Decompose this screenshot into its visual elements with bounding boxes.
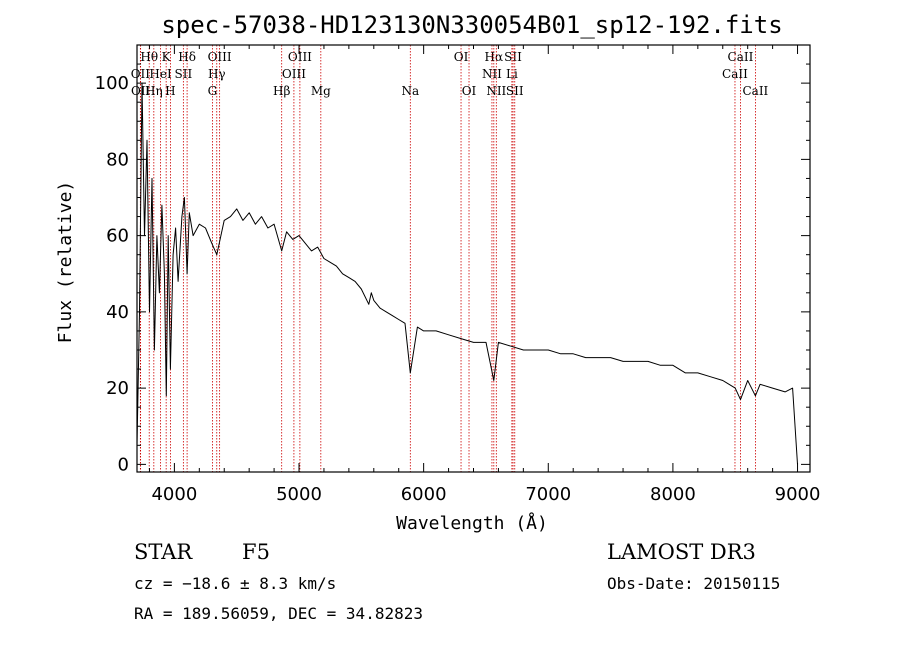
x-tick-label: 6000 (401, 484, 447, 505)
line-label: Li (506, 67, 518, 81)
line-label: OII (131, 84, 151, 98)
x-tick-label: 7000 (525, 484, 571, 505)
line-label: Hβ (273, 84, 290, 98)
line-label: H (165, 84, 175, 98)
coordinates: RA = 189.56059, DEC = 34.82823 (134, 604, 423, 623)
axis-ticks-layer: 4000 5000 6000 7000 8000 9000 0 20 40 60 80 100 (95, 45, 821, 505)
line-label: Hη (145, 84, 163, 98)
line-label: Hθ (140, 50, 158, 64)
line-label: Mg (311, 84, 331, 98)
line-label: CaII (742, 84, 768, 98)
chart-title: spec-57038-HD123130N330054B01_sp12-192.f… (161, 11, 782, 39)
line-label: CaII (722, 67, 748, 81)
line-label: HeI (149, 67, 172, 81)
y-tick-label: 60 (106, 226, 129, 247)
survey-name: LAMOST DR3 (607, 540, 756, 564)
line-label: Na (401, 84, 419, 98)
x-tick-label: 9000 (775, 484, 821, 505)
line-label: SII (175, 67, 193, 81)
line-label: SII (504, 50, 522, 64)
line-label: OIII (282, 67, 306, 81)
line-label: OI (462, 84, 477, 98)
line-label: Hδ (178, 50, 196, 64)
x-tick-label: 5000 (276, 484, 322, 505)
spectrum-layer (136, 82, 798, 465)
y-axis-title: Flux (relative) (55, 181, 76, 344)
x-tick-label: 8000 (650, 484, 696, 505)
line-label: G (208, 84, 218, 98)
line-label: Hα (485, 50, 504, 64)
y-tick-label: 40 (106, 302, 129, 323)
line-label: SII (506, 84, 524, 98)
object-subclass: F5 (242, 540, 270, 564)
spectrum-chart: spec-57038-HD123130N330054B01_sp12-192.f… (55, 11, 821, 534)
line-label: OI (454, 50, 469, 64)
plot-frame (136, 44, 811, 473)
y-tick-label: 20 (106, 378, 129, 399)
x-axis-title: Wavelength (Å) (396, 512, 548, 534)
line-label: OII (131, 67, 151, 81)
line-label: OIII (288, 50, 312, 64)
line-label: K (162, 50, 172, 64)
line-label: CaII (728, 50, 754, 64)
line-label: Hγ (208, 67, 226, 81)
line-label: NII (486, 84, 506, 98)
y-tick-label: 80 (106, 149, 129, 170)
x-tick-label: 4000 (151, 484, 197, 505)
y-tick-label: 0 (118, 454, 129, 475)
spectrum-line (136, 82, 798, 465)
line-label: OIII (208, 50, 232, 64)
y-tick-label: 100 (95, 73, 129, 94)
obs-date: Obs-Date: 20150115 (607, 574, 781, 593)
line-label: NII (482, 67, 502, 81)
redshift-cz: cz = −18.6 ± 8.3 km/s (134, 574, 337, 593)
object-type: STAR (134, 540, 193, 564)
